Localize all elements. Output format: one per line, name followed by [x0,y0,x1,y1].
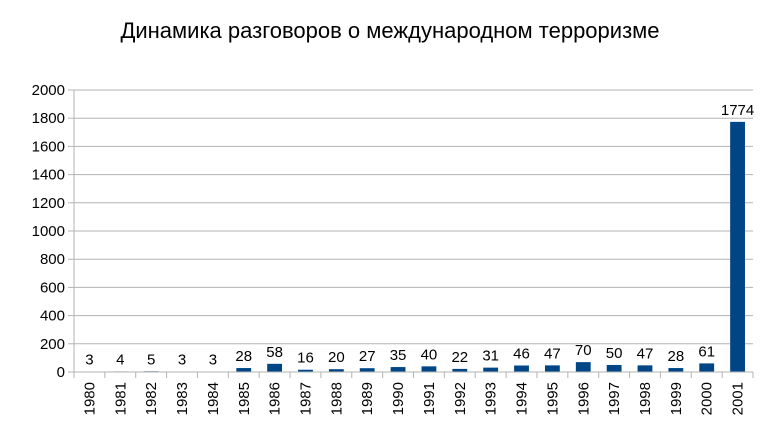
data-labels: 3 4 5 3 3 28 58 16 20 27 35 40 22 31 46 47 70 50 47 28 61 177… [85,102,754,369]
x-tick-label: 1987 [297,382,314,415]
data-label-1992: 22 [451,349,468,366]
bar-1999 [668,368,684,372]
bar-1996 [575,362,591,372]
x-tick-label: 1992 [452,382,469,415]
x-tick-label: 1986 [267,382,284,415]
y-tick-label: 1200 [32,195,65,212]
data-label-1996: 70 [575,342,592,359]
x-tick-label: 1988 [328,382,345,415]
y-tick-label: 1800 [32,110,65,127]
data-label-1989: 27 [359,348,376,365]
x-tick-label: 1991 [421,382,438,415]
x-tick-label: 1997 [606,382,623,415]
y-tick-label: 0 [57,364,65,381]
data-label-1986: 58 [266,344,283,361]
bar-1998 [637,365,653,372]
bar-2001 [730,121,745,372]
data-label-1985: 28 [235,348,252,365]
data-label-1984: 3 [209,352,217,369]
bar-1993 [483,367,499,372]
data-label-2000: 61 [698,343,715,360]
bar-1995 [544,365,560,372]
data-label-1998: 47 [637,345,654,362]
data-label-1997: 50 [606,345,623,362]
x-tick-label: 2001 [730,382,747,415]
data-label-1995: 47 [544,345,561,362]
x-tick-label: 1982 [143,382,160,415]
bar-2000 [699,363,715,372]
data-label-1999: 28 [667,348,684,365]
x-tick-label: 1981 [112,382,129,415]
x-tick-label: 1996 [575,382,592,415]
bars [82,121,745,373]
bar-1986 [267,363,283,372]
data-label-1980: 3 [85,352,93,369]
x-tick-label: 1995 [544,382,561,415]
x-tick-label: 1998 [637,382,654,415]
data-label-1982: 5 [147,351,155,368]
x-tick-label: 1993 [483,382,500,415]
x-tick-label: 1983 [174,382,191,415]
x-tick-label: 2000 [699,382,716,415]
bar-1994 [514,365,529,372]
data-label-1981: 4 [116,351,124,368]
x-tick-label: 1989 [359,382,376,415]
y-tick-label: 600 [40,279,65,296]
data-label-1991: 40 [421,346,438,363]
data-label-1983: 3 [178,352,186,369]
y-tick-label: 1000 [32,223,65,240]
y-tick-label: 800 [40,251,65,268]
data-label-2001: 1774 [721,102,754,119]
bar-1991 [421,366,437,372]
bar-1988 [328,369,344,372]
y-tick-label: 1400 [32,167,65,184]
bar-1989 [359,368,375,372]
data-label-1993: 31 [482,348,499,365]
bar-1997 [606,364,622,372]
bar-1992 [452,368,468,372]
bar-1985 [236,368,252,372]
axes: 0 200 400 600 800 1000 1200 1400 1600 1800 2000 198… [32,82,754,415]
data-label-1990: 35 [390,347,407,364]
bar-1990 [390,367,406,372]
data-label-1988: 20 [328,349,345,366]
x-tick-label: 1994 [514,382,531,415]
y-tick-label: 400 [40,308,65,325]
x-tick-label: 1985 [236,382,253,415]
x-tick-label: 1980 [81,382,98,415]
data-label-1987: 16 [297,350,314,367]
x-tick-label: 1999 [668,382,685,415]
gridlines [74,89,753,373]
x-tick-label: 1990 [390,382,407,415]
y-tick-label: 200 [40,336,65,353]
y-tick-label: 1600 [32,138,65,155]
data-label-1994: 46 [513,346,530,363]
chart-title: Динамика разговоров о международном терр… [120,18,660,43]
y-tick-label: 2000 [32,82,65,99]
x-tick-label: 1984 [205,382,222,415]
bar-1987 [298,369,313,372]
